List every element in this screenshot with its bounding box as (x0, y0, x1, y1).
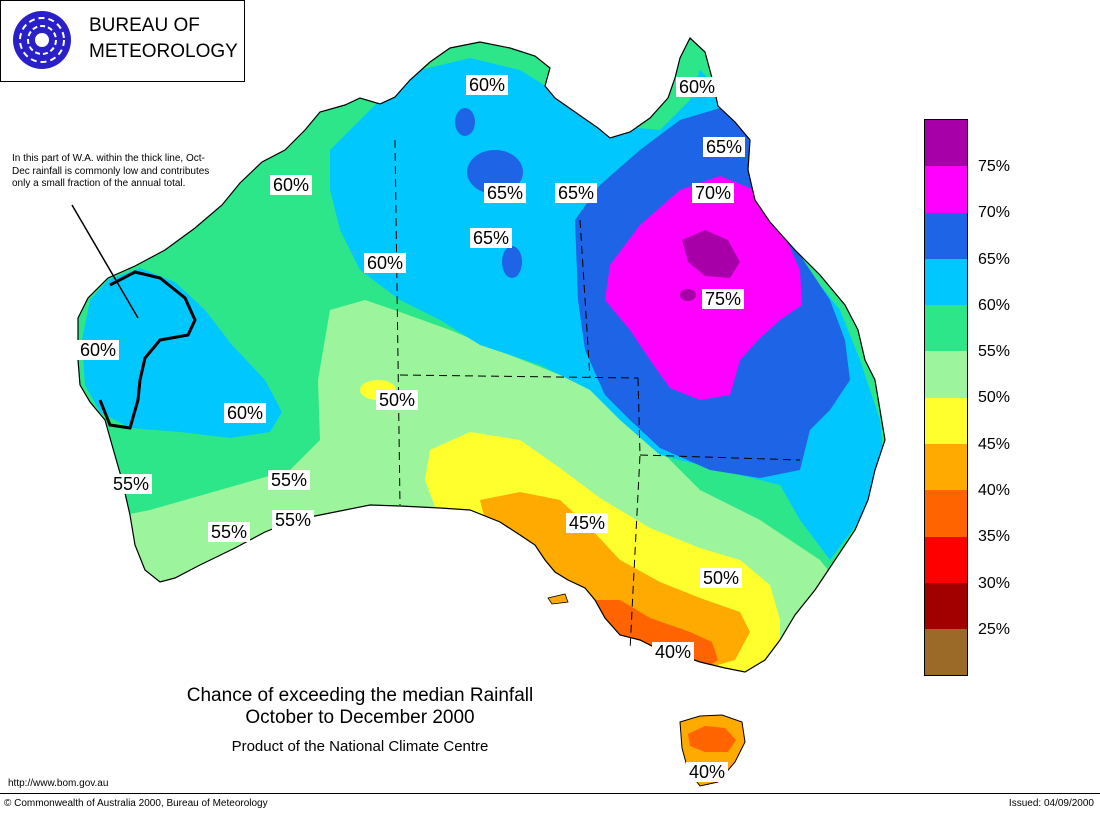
legend-swatch (925, 351, 967, 398)
map-label: 65% (555, 183, 598, 203)
legend-label: 40% (978, 482, 1011, 499)
legend-label: 70% (978, 204, 1011, 221)
map-label: 60% (224, 403, 267, 423)
swirl-icon (13, 11, 71, 69)
map-label: 55% (110, 474, 153, 494)
issued-date: Issued: 04/09/2000 (1008, 798, 1094, 809)
website-url: http://www.bom.gov.au (8, 778, 109, 789)
map-label: 65% (484, 183, 527, 203)
map-label: 45% (566, 513, 609, 533)
caption-product: Product of the National Climate Centre (231, 738, 489, 755)
map-label: 60% (364, 253, 407, 273)
map-caption: Chance of exceeding the median Rainfall … (150, 685, 570, 757)
color-legend (924, 119, 968, 676)
legend-swatch (925, 213, 967, 259)
map-label: 65% (703, 137, 746, 157)
legend-label: 50% (978, 389, 1011, 406)
map-label: 40% (652, 642, 695, 662)
wa-note: In this part of W.A. within the thick li… (12, 153, 210, 189)
caption-period: October to December 2000 (245, 707, 475, 728)
legend-swatch (925, 444, 967, 490)
legend-label: 30% (978, 575, 1011, 592)
map-label: 55% (272, 510, 315, 530)
legend-label: 75% (978, 158, 1011, 175)
legend-swatch (925, 537, 967, 583)
legend-label: 65% (978, 251, 1011, 268)
map-label: 55% (208, 522, 251, 542)
legend-swatch (925, 166, 967, 213)
map-label: 50% (376, 390, 419, 410)
legend-swatch (925, 629, 967, 675)
map-label: 50% (700, 568, 743, 588)
legend-swatch (925, 583, 967, 629)
org-name: BUREAU OF METEOROLOGY (89, 13, 238, 65)
map-label: 65% (470, 228, 513, 248)
org-line-1: BUREAU OF (89, 15, 200, 36)
map-label: 70% (692, 183, 735, 203)
legend-label: 55% (978, 343, 1011, 360)
caption-title: Chance of exceeding the median Rainfall (186, 685, 534, 706)
legend-label: 60% (978, 297, 1011, 314)
map-label: 60% (466, 75, 509, 95)
org-line-2: METEOROLOGY (89, 41, 238, 62)
legend-swatch (925, 120, 967, 166)
map-label: 55% (268, 470, 311, 490)
footer-divider (0, 793, 1100, 794)
legend-label: 25% (978, 621, 1011, 638)
map-label: 60% (77, 340, 120, 360)
legend-label: 35% (978, 528, 1011, 545)
legend-swatch (925, 305, 967, 351)
map-label: 40% (686, 762, 729, 782)
map-label: 60% (270, 175, 313, 195)
map-label: 60% (676, 77, 719, 97)
copyright-text: © Commonwealth of Australia 2000, Bureau… (4, 798, 268, 809)
legend-swatch (925, 398, 967, 444)
legend-label: 45% (978, 436, 1011, 453)
legend-swatch (925, 259, 967, 305)
legend-swatch (925, 490, 967, 537)
map-label: 75% (702, 289, 745, 309)
